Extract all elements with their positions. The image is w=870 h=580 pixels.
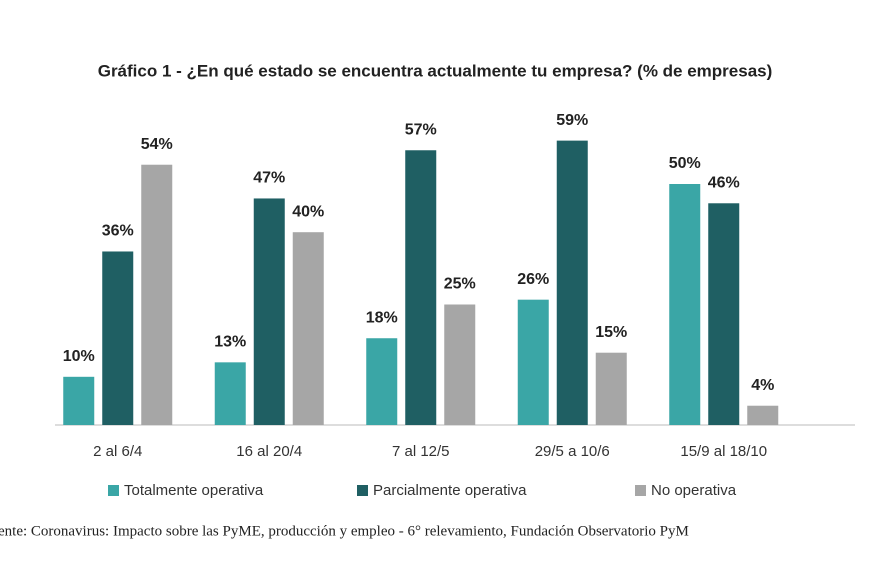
- value-label: 57%: [405, 121, 437, 138]
- legend-swatch: [108, 485, 119, 496]
- value-label: 40%: [292, 203, 324, 220]
- x-tick-label: 29/5 a 10/6: [535, 443, 610, 460]
- value-label: 59%: [556, 112, 588, 129]
- value-label: 4%: [751, 377, 774, 394]
- legend-label: Totalmente operativa: [124, 482, 264, 499]
- bar: [517, 299, 549, 425]
- legend-swatch: [635, 485, 646, 496]
- value-label: 50%: [669, 155, 701, 172]
- value-label: 15%: [595, 324, 627, 341]
- x-tick-label: 2 al 6/4: [93, 443, 142, 460]
- value-label: 26%: [517, 271, 549, 288]
- bar: [63, 376, 95, 425]
- bar: [708, 203, 740, 425]
- bar: [405, 150, 437, 425]
- bar: [102, 251, 134, 425]
- bar: [214, 362, 246, 425]
- value-label: 10%: [63, 348, 95, 365]
- bar: [366, 338, 398, 425]
- bar: [556, 140, 588, 425]
- value-label: 47%: [253, 170, 285, 187]
- bar: [444, 304, 476, 425]
- bar: [292, 232, 324, 425]
- bar: [141, 164, 173, 425]
- bar: [595, 352, 627, 425]
- legend-label: No operativa: [651, 482, 737, 499]
- bar: [669, 184, 701, 425]
- value-label: 18%: [366, 309, 398, 326]
- value-label: 54%: [141, 136, 173, 153]
- legend-swatch: [357, 485, 368, 496]
- x-tick-label: 15/9 al 18/10: [680, 443, 767, 460]
- value-label: 13%: [214, 334, 246, 351]
- value-label: 36%: [102, 223, 134, 240]
- bar: [747, 405, 779, 425]
- legend-label: Parcialmente operativa: [373, 482, 527, 499]
- source-note: ente: Coronavirus: Impacto sobre las PyM…: [0, 523, 689, 539]
- value-label: 25%: [444, 276, 476, 293]
- bar: [253, 198, 285, 425]
- x-tick-label: 7 al 12/5: [392, 443, 450, 460]
- chart-title: Gráfico 1 - ¿En qué estado se encuentra …: [98, 61, 773, 80]
- x-tick-label: 16 al 20/4: [236, 443, 302, 460]
- value-label: 46%: [708, 174, 740, 191]
